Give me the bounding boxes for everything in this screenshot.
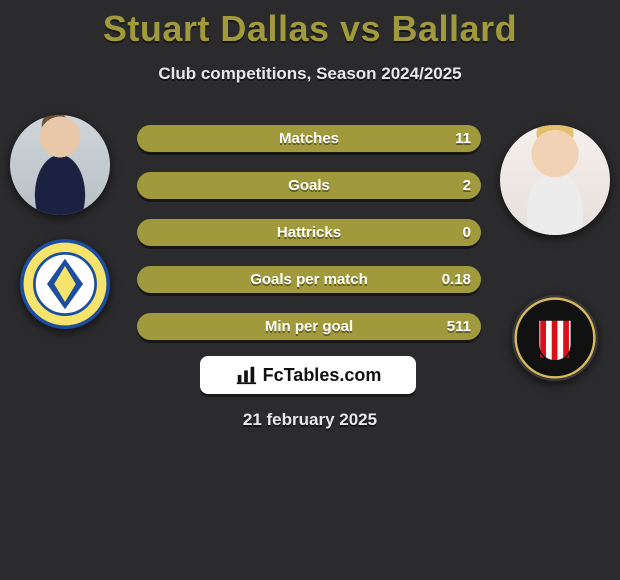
stat-label: Min per goal <box>265 318 353 335</box>
stat-row-goals-per-match: Goals per match 0.18 <box>137 266 481 293</box>
stat-row-hattricks: Hattricks 0 <box>137 219 481 246</box>
bar-chart-icon <box>235 364 257 386</box>
subtitle: Club competitions, Season 2024/2025 <box>0 64 620 84</box>
right-club-crest <box>512 295 598 381</box>
stat-label: Matches <box>279 130 339 147</box>
date-text: 21 february 2025 <box>0 410 620 430</box>
stat-row-min-per-goal: Min per goal 511 <box>137 313 481 340</box>
stat-value-right: 2 <box>463 177 471 194</box>
stat-label: Goals per match <box>250 271 368 288</box>
stat-row-matches: Matches 11 <box>137 125 481 152</box>
right-player-column <box>500 125 610 381</box>
stat-label: Hattricks <box>277 224 341 241</box>
stat-value-right: 11 <box>455 130 471 147</box>
right-player-avatar <box>500 125 610 235</box>
left-club-crest <box>20 239 110 329</box>
stat-row-goals: Goals 2 <box>137 172 481 199</box>
stat-value-right: 511 <box>447 318 471 335</box>
stat-value-right: 0 <box>463 224 471 241</box>
stat-label: Goals <box>288 177 330 194</box>
page-title: Stuart Dallas vs Ballard <box>0 0 620 50</box>
stat-value-right: 0.18 <box>442 271 471 288</box>
left-player-avatar <box>10 115 110 215</box>
stats-list: Matches 11 Goals 2 Hattricks 0 Goals per… <box>137 125 481 340</box>
face-icon <box>500 125 610 235</box>
sunderland-crest-icon <box>514 295 596 381</box>
face-icon <box>10 115 110 215</box>
brand-text: FcTables.com <box>263 365 382 386</box>
left-player-column <box>10 115 110 329</box>
brand-badge: FcTables.com <box>200 356 416 394</box>
leeds-united-crest-icon <box>20 239 110 329</box>
